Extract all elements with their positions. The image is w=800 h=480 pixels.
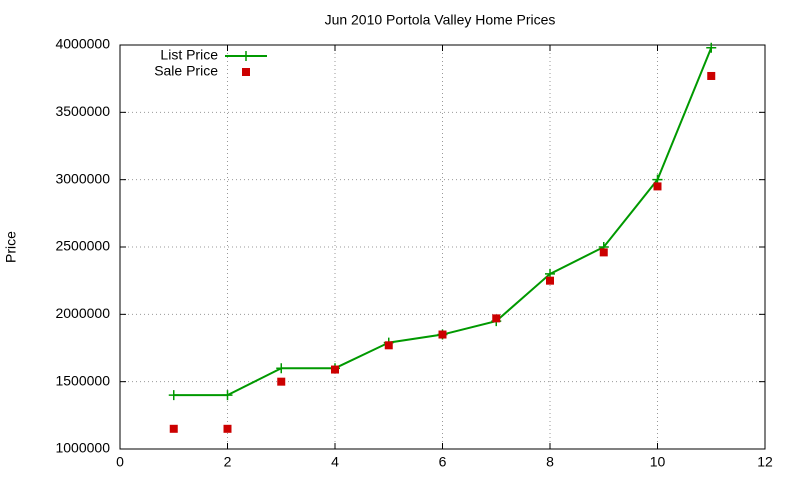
data-point	[653, 182, 662, 191]
y-tick-label: 2500000	[55, 238, 110, 254]
legend-label: List Price	[160, 47, 218, 63]
data-point	[599, 248, 608, 257]
data-point	[223, 424, 232, 433]
x-tick-label: 4	[331, 454, 339, 470]
y-tick-label: 1500000	[55, 372, 110, 388]
legend-marker	[241, 51, 251, 61]
data-point	[276, 363, 287, 374]
x-tick-label: 12	[757, 454, 773, 470]
data-point	[168, 390, 179, 401]
y-tick-label: 1000000	[55, 440, 110, 456]
y-tick-label: 3000000	[55, 170, 110, 186]
data-point	[222, 390, 233, 401]
data-point	[331, 365, 339, 374]
y-tick-label: 4000000	[55, 36, 110, 52]
x-tick-label: 0	[116, 454, 124, 470]
plot-frame	[119, 44, 766, 450]
data-point	[707, 71, 716, 80]
data-point	[706, 42, 717, 53]
legend-label: Sale Price	[154, 63, 218, 79]
data-point	[438, 330, 447, 339]
chart-title: Jun 2010 Portola Valley Home Prices	[325, 12, 556, 28]
x-tick-label: 6	[439, 454, 447, 470]
x-tick-label: 2	[224, 454, 232, 470]
legend-marker	[242, 68, 250, 76]
x-tick-label: 8	[546, 454, 554, 470]
y-tick-label: 3500000	[55, 103, 110, 119]
data-point	[546, 276, 554, 285]
data-point	[277, 377, 286, 386]
x-tick-label: 10	[650, 454, 666, 470]
data-point	[169, 424, 178, 433]
data-point	[492, 314, 501, 323]
y-tick-label: 2000000	[55, 305, 110, 321]
y-axis-label: Price	[3, 231, 19, 263]
data-point	[384, 341, 393, 350]
